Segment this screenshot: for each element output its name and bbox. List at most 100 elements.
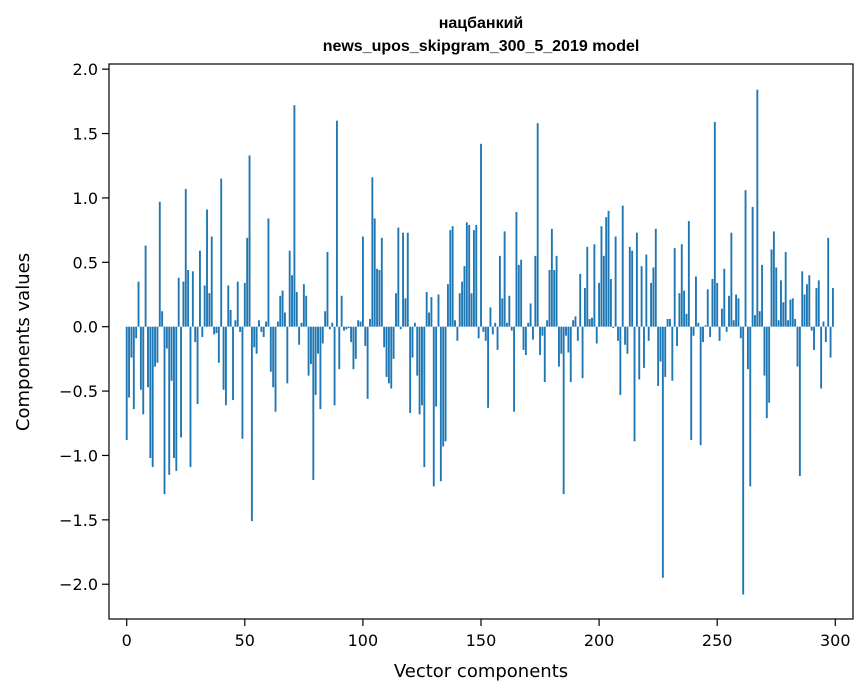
bar: [588, 318, 591, 327]
bar: [484, 326, 487, 341]
bar: [496, 326, 499, 350]
bar: [560, 326, 563, 354]
bar: [194, 326, 197, 343]
bar: [720, 308, 723, 327]
bar: [461, 281, 464, 327]
bar: [378, 270, 381, 327]
bar: [286, 326, 289, 384]
bar: [191, 271, 194, 327]
bar: [307, 326, 310, 376]
bar: [175, 326, 178, 471]
bar: [158, 201, 161, 327]
bar: [310, 326, 312, 365]
bar: [713, 121, 716, 327]
bar: [239, 326, 242, 332]
bar: [806, 284, 808, 327]
bar: [350, 326, 353, 343]
bar: [515, 212, 518, 327]
bar: [421, 326, 423, 406]
bar: [534, 255, 537, 327]
bar: [614, 236, 617, 327]
bar: [657, 326, 660, 386]
bar: [527, 322, 530, 327]
bar: [631, 250, 634, 327]
bar: [664, 326, 667, 377]
bar: [340, 295, 343, 327]
bar: [489, 307, 492, 327]
bar: [699, 326, 702, 446]
bar: [373, 218, 376, 327]
bar: [508, 295, 511, 327]
bar: [716, 282, 719, 327]
bar: [411, 326, 414, 358]
bar: [718, 326, 721, 341]
bar: [265, 321, 268, 327]
bar: [215, 326, 218, 334]
bar: [267, 218, 270, 327]
bar: [598, 282, 601, 327]
bar: [404, 298, 407, 327]
bar: [234, 320, 237, 327]
bar: [177, 277, 180, 327]
bar: [765, 326, 768, 419]
bar: [820, 326, 823, 389]
bar: [491, 326, 494, 335]
bar: [650, 282, 652, 327]
x-tick-label: 200: [584, 631, 615, 650]
chart-subtitle: news_upos_skipgram_300_5_2019 model: [323, 38, 640, 55]
y-tick-label: 1.0: [73, 189, 98, 208]
bar: [383, 326, 386, 348]
bar: [224, 326, 227, 406]
bar: [661, 326, 664, 578]
bar: [217, 326, 220, 363]
bar: [406, 232, 409, 327]
bar: [810, 326, 813, 331]
bar: [135, 326, 138, 339]
bar: [572, 320, 575, 327]
bar: [782, 302, 785, 327]
bar: [607, 210, 610, 327]
y-axis-label: Components values: [13, 253, 34, 431]
bar: [182, 281, 185, 327]
bar: [302, 284, 305, 327]
bar: [824, 326, 827, 343]
bar: [574, 316, 577, 327]
bar: [276, 321, 279, 327]
bar: [702, 326, 704, 343]
bar: [600, 226, 603, 327]
bar: [791, 298, 794, 327]
bar: [569, 326, 572, 383]
bar: [130, 326, 133, 358]
bar: [477, 326, 480, 339]
bar: [149, 326, 152, 459]
bar: [482, 326, 485, 332]
bar: [794, 318, 797, 327]
bar: [808, 275, 811, 327]
bar: [529, 303, 532, 327]
bar: [446, 284, 449, 327]
bar: [437, 294, 440, 327]
bar: [475, 224, 478, 327]
bar: [125, 326, 128, 441]
bar: [553, 270, 556, 327]
bar: [730, 232, 733, 327]
bar: [203, 285, 206, 327]
bar: [366, 326, 369, 399]
bar: [704, 325, 707, 327]
bar: [425, 291, 428, 327]
bar: [595, 326, 598, 344]
bar: [690, 326, 693, 441]
bar: [626, 326, 629, 354]
bar: [761, 264, 764, 327]
bar: [371, 177, 374, 327]
bar: [609, 279, 612, 327]
bar: [744, 190, 747, 327]
bar: [678, 293, 681, 327]
bar: [541, 326, 544, 336]
bar: [612, 326, 615, 328]
bar: [723, 268, 726, 327]
bar: [676, 326, 678, 347]
bar: [694, 276, 697, 327]
bar: [198, 250, 201, 327]
bar: [565, 326, 567, 336]
